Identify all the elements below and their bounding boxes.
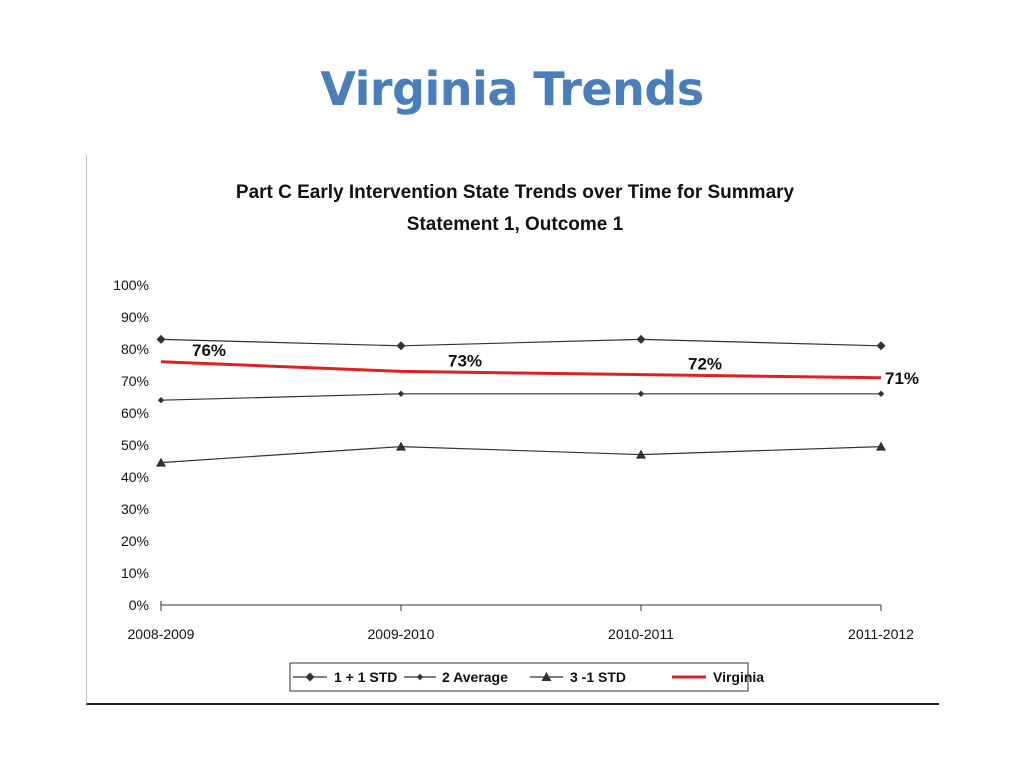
legend-label: 2 Average xyxy=(442,669,508,685)
data-point xyxy=(396,441,406,451)
y-tick-label: 90% xyxy=(121,309,149,325)
series-line-3 xyxy=(160,446,882,464)
data-point xyxy=(637,390,645,397)
chart-title-line-1: Part C Early Intervention State Trends o… xyxy=(236,182,795,203)
y-tick-label: 10% xyxy=(121,565,149,581)
legend-label: 3 -1 STD xyxy=(570,669,626,685)
data-point xyxy=(156,457,166,467)
y-tick-label: 0% xyxy=(129,597,149,613)
data-point xyxy=(396,341,406,351)
chart-title-line-2: Statement 1, Outcome 1 xyxy=(407,214,624,235)
legend-box xyxy=(289,662,749,692)
data-point xyxy=(636,334,646,344)
data-label: 71% xyxy=(885,369,919,388)
y-tick-label: 50% xyxy=(121,437,149,453)
series-line-2 xyxy=(160,393,881,401)
data-point xyxy=(876,341,886,351)
data-label: 76% xyxy=(192,341,226,360)
y-tick-label: 100% xyxy=(113,277,149,293)
y-tick-label: 40% xyxy=(121,469,149,485)
slide-title: Virginia Trends xyxy=(320,62,704,116)
data-point xyxy=(157,397,165,404)
y-tick-label: 80% xyxy=(121,341,149,357)
y-tick-label: 20% xyxy=(121,533,149,549)
data-point xyxy=(636,449,646,459)
data-point xyxy=(156,334,166,344)
data-point xyxy=(541,672,552,681)
data-label: 73% xyxy=(448,351,482,370)
data-point xyxy=(305,672,315,682)
data-point xyxy=(877,390,885,397)
data-point xyxy=(876,441,886,451)
y-tick-label: 60% xyxy=(121,405,149,421)
chart-frame: Part C Early Intervention State Trends o… xyxy=(86,155,939,705)
y-tick-label: 70% xyxy=(121,373,149,389)
x-tick-label: 2010-2011 xyxy=(608,626,674,642)
x-tick-label: 2009-2010 xyxy=(368,626,435,642)
y-tick-label: 30% xyxy=(121,501,149,517)
series-line-1 xyxy=(160,338,882,347)
x-tick-label: 2008-2009 xyxy=(128,626,195,642)
data-label: 72% xyxy=(688,355,722,374)
data-point xyxy=(416,673,424,681)
line-chart: Part C Early Intervention State Trends o… xyxy=(113,182,919,692)
data-point xyxy=(397,390,405,397)
series-line-4 xyxy=(160,360,882,380)
x-tick-label: 2011-2012 xyxy=(848,626,914,642)
legend-label: 1 + 1 STD xyxy=(334,669,397,685)
legend-label: Virginia xyxy=(713,669,764,685)
